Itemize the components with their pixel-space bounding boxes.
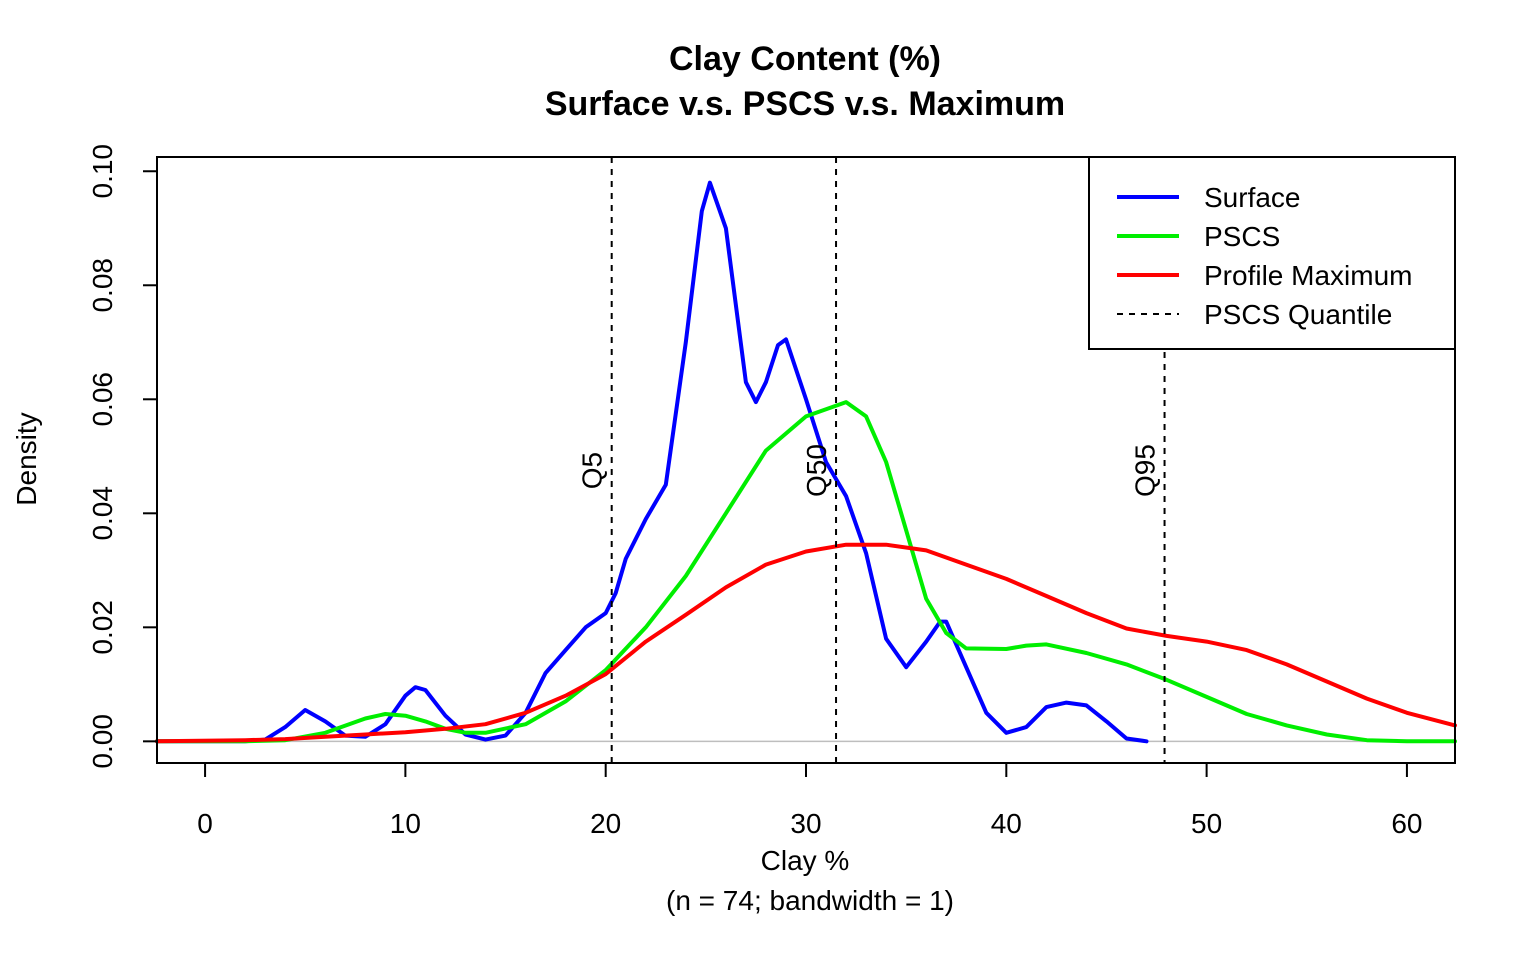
legend-box: [1088, 156, 1456, 350]
quantile-label-q50: Q50: [801, 444, 832, 497]
chart-title: Clay Content (%): [669, 40, 941, 78]
x-tick-label: 50: [1191, 808, 1222, 839]
series-layer: [155, 180, 1457, 744]
x-axis: 0 10 20 30 40 50 60: [197, 762, 1423, 839]
x-tick-label: 20: [590, 808, 621, 839]
y-axis: 0.00 0.02 0.04 0.06 0.08 0.10: [87, 144, 158, 769]
series-line-profile-maximum: [155, 542, 1457, 744]
x-tick-label: 40: [991, 808, 1022, 839]
legend-label-pscs-quantile: PSCS Quantile: [1204, 299, 1392, 330]
y-tick-label: 0.00: [87, 714, 118, 769]
y-tick-label: 0.08: [87, 258, 118, 313]
x-tick-label: 60: [1391, 808, 1422, 839]
series-line-pscs: [155, 400, 1457, 744]
quantile-label-q5: Q5: [577, 452, 608, 489]
y-tick-label: 0.04: [87, 486, 118, 541]
x-tick-label: 10: [390, 808, 421, 839]
series-line-surface: [155, 180, 1149, 744]
chart-subtitle: Surface v.s. PSCS v.s. Maximum: [545, 85, 1065, 123]
legend-label-profile-maximum: Profile Maximum: [1204, 260, 1412, 291]
legend-label-surface: Surface: [1204, 182, 1301, 213]
quantile-layer: Q5 Q50 Q95: [577, 157, 1166, 763]
y-tick-label: 0.02: [87, 600, 118, 655]
legend-label-pscs: PSCS: [1204, 221, 1280, 252]
x-axis-label: Clay %: [761, 845, 850, 876]
x-tick-label: 0: [197, 808, 213, 839]
x-axis-note: (n = 74; bandwidth = 1): [666, 885, 954, 916]
y-tick-label: 0.10: [87, 144, 118, 199]
y-tick-label: 0.06: [87, 372, 118, 427]
legend: Surface PSCS Profile Maximum PSCS Quantile: [1088, 156, 1456, 350]
y-axis-label: Density: [11, 412, 42, 505]
quantile-label-q95: Q95: [1130, 444, 1161, 497]
x-tick-label: 30: [790, 808, 821, 839]
